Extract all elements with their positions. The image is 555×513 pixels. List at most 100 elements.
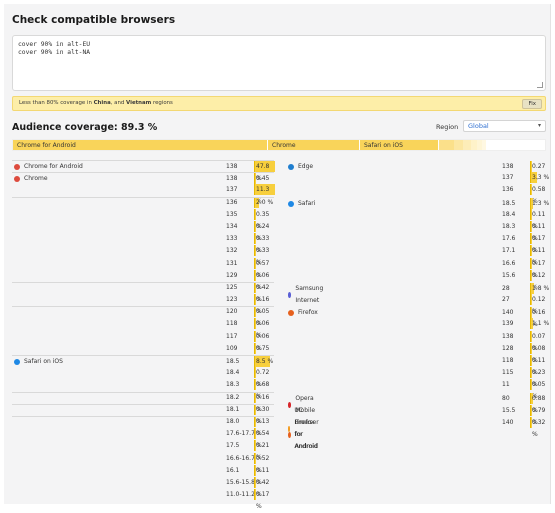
query-textarea[interactable]: cover 90% in alt-EU cover 90% in alt-NA — [12, 35, 546, 91]
browser-label: Edge — [298, 161, 313, 173]
usage-cell: 0.11 % — [530, 221, 550, 232]
usage-cell: 0.27 % — [530, 161, 550, 172]
usage-cell: 0.11 % — [530, 355, 550, 366]
version-cell: 17.1 — [502, 245, 515, 257]
page-title: Check compatible browsers — [12, 14, 175, 26]
version-cell: 17.6 — [502, 233, 515, 245]
warning-suffix: regions — [151, 100, 173, 106]
version-cell: 140 — [502, 307, 513, 319]
version-cell: 139 — [502, 318, 513, 330]
usage-label: 3.3 % — [532, 174, 549, 181]
audience-coverage-title: Audience coverage: 89.3 % — [12, 122, 157, 133]
coverage-bar-segment[interactable]: Chrome — [268, 140, 360, 150]
usage-cell: 0.17 % — [254, 489, 274, 500]
usage-cell: 0.58 % — [530, 184, 550, 195]
usage-cell: 0.11 % — [254, 465, 274, 476]
usage-cell: 0.05 % — [530, 379, 550, 390]
version-cell: 118 — [502, 355, 513, 367]
version-cell: 11.0-11.2 — [226, 489, 255, 501]
browser-label: Samsung Internet — [295, 283, 325, 307]
version-cell: 15.6-15.8 — [226, 477, 255, 489]
region-select[interactable]: Global ▾ — [463, 120, 546, 132]
warning-region-china: China — [94, 100, 111, 106]
resize-grip-icon[interactable] — [537, 82, 543, 88]
edge-icon — [288, 164, 294, 170]
coverage-bar-segment[interactable] — [463, 140, 471, 150]
usage-label: 1.1 % — [532, 320, 549, 327]
version-cell: 136 — [502, 184, 513, 196]
version-cell: 11 — [502, 379, 510, 391]
version-cell: 16.6-16.7 — [226, 453, 255, 465]
version-cell: 16.6 — [502, 258, 515, 270]
version-cell: 15.6 — [502, 270, 515, 282]
usage-cell: 0.12 % — [530, 294, 550, 305]
compat-panel: Check compatible browsers cover 90% in a… — [4, 4, 551, 504]
firefox-icon — [288, 310, 294, 316]
warning-region-vietnam: Vietnam — [126, 100, 151, 106]
version-cell: 17.5 — [226, 440, 239, 452]
warning-prefix: Less than 80% coverage in — [19, 100, 94, 106]
version-cell: 137 — [502, 172, 513, 184]
coverage-bar-segment[interactable] — [482, 140, 486, 150]
usage-cell: 0.79 % — [530, 405, 550, 416]
usage-label: 0.32 % — [532, 419, 545, 438]
browser-label: Safari — [298, 198, 315, 210]
usage-label: 1.8 % — [532, 285, 549, 292]
version-cell: 138 — [502, 331, 513, 343]
safari-icon — [288, 201, 294, 207]
usage-cell: 0.32 % — [530, 417, 550, 428]
usage-cell: 0.54 % — [254, 428, 274, 439]
coverage-bar-segment[interactable] — [439, 140, 454, 150]
usage-label: 0.17 % — [256, 491, 269, 510]
coverage-bar-segment[interactable]: Chrome for Android — [13, 140, 268, 150]
browser-label: Firefox for Android — [295, 417, 321, 453]
browser-name: Firefox for Android — [288, 417, 321, 453]
firefox-icon — [288, 432, 291, 438]
usage-cell: 3.3 % — [530, 172, 550, 183]
browser-name: Samsung Internet — [288, 283, 326, 307]
version-cell: 115 — [502, 367, 513, 379]
usage-cell: 0.07 % — [530, 331, 550, 342]
coverage-bar-segment[interactable] — [454, 140, 463, 150]
coverage-bar-segment[interactable]: Safari on iOS — [360, 140, 439, 150]
usage-label: 1.3 % — [532, 200, 549, 207]
usage-cell: 0.42 % — [254, 477, 274, 488]
usage-cell: 0.11 % — [530, 245, 550, 256]
usage-cell: 0.52 % — [254, 453, 274, 464]
version-cell: 15.5 — [502, 405, 515, 417]
coverage-warning: Less than 80% coverage in China, and Vie… — [12, 96, 546, 111]
region-label: Region — [436, 123, 458, 131]
version-cell: 18.3 — [502, 221, 515, 233]
version-cell: 128 — [502, 343, 513, 355]
usage-cell: 1.3 % — [530, 198, 550, 209]
usage-cell: 0.12 % — [530, 270, 550, 281]
version-cell: 18.4 — [502, 209, 515, 221]
version-cell: 27 — [502, 294, 510, 306]
region-select-value: Global — [468, 122, 489, 130]
fix-button[interactable]: Fix — [522, 99, 542, 109]
usage-cell: 0.23 % — [530, 367, 550, 378]
